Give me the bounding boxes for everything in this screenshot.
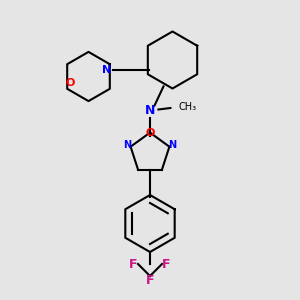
- Text: CH₃: CH₃: [178, 102, 196, 112]
- Text: N: N: [168, 140, 176, 150]
- Text: O: O: [66, 78, 75, 88]
- Text: F: F: [146, 274, 154, 287]
- Text: N: N: [145, 104, 155, 118]
- Text: F: F: [162, 257, 171, 271]
- Text: N: N: [124, 140, 132, 150]
- Text: F: F: [129, 257, 138, 271]
- Text: N: N: [102, 64, 111, 75]
- Text: O: O: [145, 128, 155, 138]
